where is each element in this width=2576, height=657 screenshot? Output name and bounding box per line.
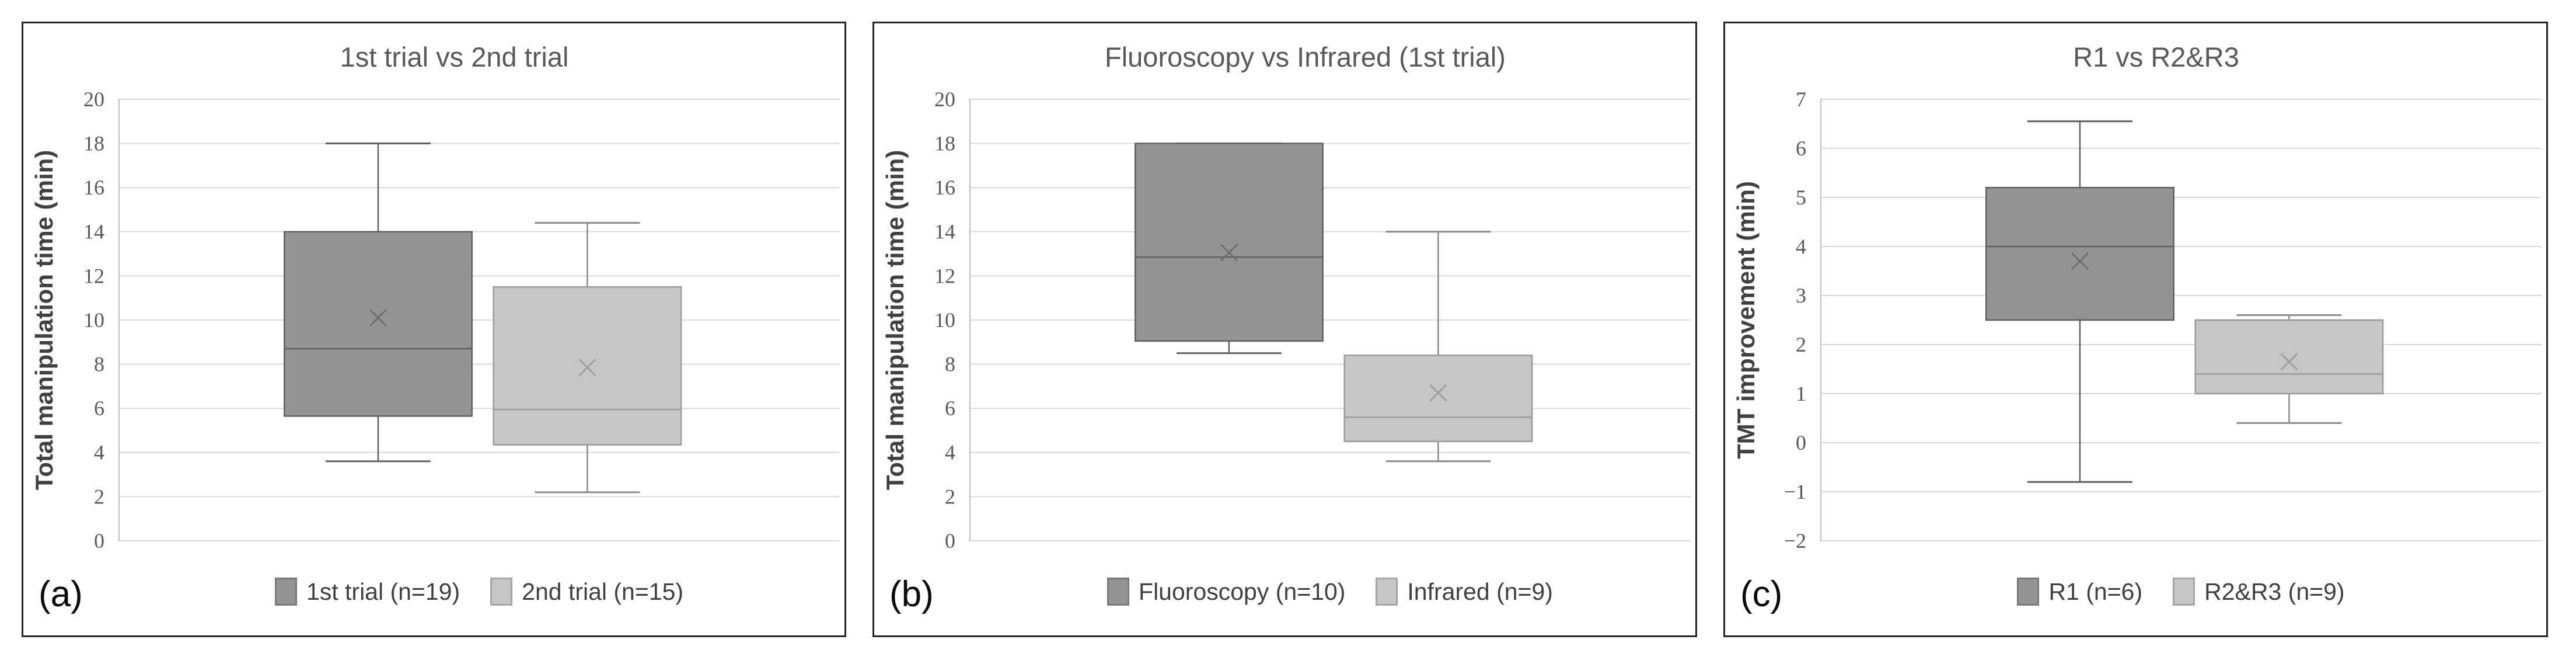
svg-text:2: 2 (945, 485, 955, 508)
svg-text:16: 16 (934, 176, 955, 199)
svg-text:−2: −2 (1784, 529, 1806, 552)
svg-text:6: 6 (945, 397, 955, 420)
svg-text:2: 2 (1796, 333, 1806, 356)
svg-text:−1: −1 (1784, 480, 1806, 503)
legend: 1st trial (n=19) 2nd trial (n=15) (118, 571, 840, 612)
legend-swatch-light (2173, 578, 2195, 606)
legend: Fluoroscopy (n=10) Infrared (n=9) (969, 571, 1691, 612)
legend-swatch-dark (2017, 578, 2040, 606)
svg-text:6: 6 (94, 397, 104, 420)
legend-label: Infrared (n=9) (1407, 578, 1553, 605)
figure-row: 1st trial vs 2nd trial Total manipulatio… (22, 22, 2548, 637)
panel-letter: (b) (889, 574, 934, 614)
svg-text:6: 6 (1796, 137, 1806, 160)
y-axis-title: TMT improvement (min) (1732, 181, 1760, 460)
svg-text:2: 2 (94, 485, 104, 508)
chart-title: Fluoroscopy vs Infrared (1st trial) (1105, 41, 1506, 72)
panel-letter: (c) (1740, 574, 1783, 614)
legend-swatch-light (490, 578, 513, 606)
svg-text:12: 12 (83, 264, 104, 287)
panel-c: R1 vs R2&R3 TMT improvement (min) 7 6 5 4 3 2… (1723, 22, 2548, 637)
svg-text:4: 4 (1796, 235, 1806, 258)
svg-text:4: 4 (94, 441, 104, 464)
legend-item-series2: R2&R3 (n=9) (2173, 578, 2345, 606)
panel-b: Fluoroscopy vs Infrared (1st trial) Tota… (872, 22, 1697, 637)
svg-text:18: 18 (934, 131, 955, 155)
y-axis-title: Total manipulation time (min) (881, 150, 909, 491)
svg-text:7: 7 (1796, 88, 1806, 111)
svg-text:1: 1 (1796, 382, 1806, 405)
chart-title: R1 vs R2&R3 (2073, 41, 2239, 72)
svg-text:16: 16 (83, 176, 104, 199)
svg-text:0: 0 (1796, 431, 1806, 454)
svg-text:4: 4 (945, 441, 955, 464)
svg-text:12: 12 (934, 264, 955, 287)
y-axis-title: Total manipulation time (min) (30, 150, 58, 491)
panel-a: 1st trial vs 2nd trial Total manipulatio… (22, 22, 846, 637)
svg-text:14: 14 (83, 220, 104, 244)
legend-item-series1: 1st trial (n=19) (274, 578, 460, 606)
svg-text:8: 8 (945, 352, 955, 376)
svg-text:5: 5 (1796, 186, 1806, 209)
svg-text:20: 20 (83, 88, 104, 111)
svg-text:3: 3 (1796, 284, 1806, 307)
panel-letter: (a) (39, 574, 83, 614)
legend-swatch-dark (1107, 578, 1130, 606)
legend-label: R1 (n=6) (2048, 578, 2143, 605)
svg-text:0: 0 (945, 529, 955, 552)
svg-text:10: 10 (934, 308, 955, 332)
svg-text:10: 10 (83, 308, 104, 332)
legend-swatch-dark (274, 578, 297, 606)
legend-label: 2nd trial (n=15) (522, 578, 684, 605)
legend-label: 1st trial (n=19) (306, 578, 460, 605)
chart-title: 1st trial vs 2nd trial (340, 41, 569, 72)
legend-label: R2&R3 (n=9) (2204, 578, 2345, 605)
boxplot-canvas: 7 6 5 4 3 2 1 0 −1 −2 (1784, 88, 2542, 552)
svg-text:8: 8 (94, 352, 104, 376)
svg-text:0: 0 (94, 529, 104, 552)
svg-text:18: 18 (83, 131, 104, 155)
legend-item-series2: 2nd trial (n=15) (490, 578, 683, 606)
svg-text:20: 20 (934, 88, 955, 111)
legend-item-series1: Fluoroscopy (n=10) (1107, 578, 1345, 606)
legend-label: Fluoroscopy (n=10) (1139, 578, 1346, 605)
legend-swatch-light (1376, 578, 1398, 606)
legend-item-series1: R1 (n=6) (2017, 578, 2142, 606)
svg-text:14: 14 (934, 220, 955, 244)
legend: R1 (n=6) R2&R3 (n=9) (1820, 571, 2542, 612)
legend-item-series2: Infrared (n=9) (1376, 578, 1553, 606)
